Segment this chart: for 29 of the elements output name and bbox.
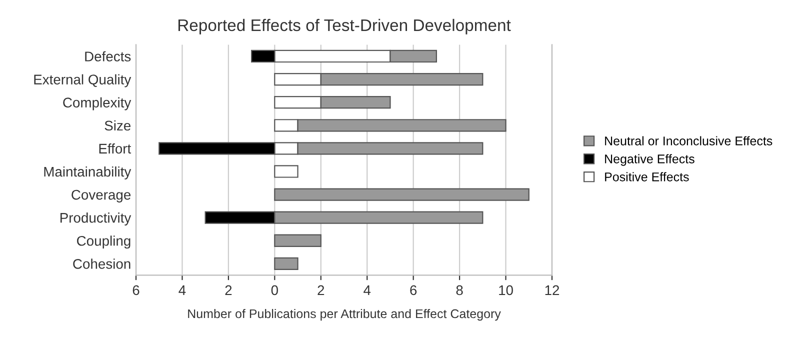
legend-label: Negative Effects (605, 154, 694, 166)
x-tick-label: 10 (499, 285, 513, 296)
y-tick-label: External Quality (34, 74, 132, 88)
y-tick-label: Coverage (72, 190, 131, 202)
bar (274, 165, 298, 178)
y-tick-label: Size (104, 120, 131, 131)
chart-title: Reported Effects of Test-Driven Development (178, 18, 511, 34)
legend-label: Neutral or Inconclusive Effects (605, 136, 772, 146)
y-tick-label: Cohesion (73, 258, 130, 269)
bar (274, 257, 298, 270)
x-tick-label: 12 (545, 285, 560, 295)
y-tick-label: Productivity (60, 212, 132, 226)
y-tick-label: Defects (85, 51, 131, 62)
x-tick-label: 2 (318, 285, 324, 295)
x-tick-label: 6 (410, 285, 417, 296)
bar (274, 188, 530, 201)
x-tick-label: 4 (178, 285, 186, 295)
y-tick-label: Effort (99, 143, 132, 154)
x-axis-title: Number of Publications per Attribute and Effect Category (188, 308, 501, 321)
y-tick-label: Coupling (77, 236, 130, 249)
x-tick-label: 0 (271, 285, 278, 296)
bar (274, 234, 322, 247)
y-tick-label: Complexity (63, 97, 132, 110)
x-tick-label: 4 (364, 285, 371, 295)
y-tick-label: Maintainability (44, 166, 132, 180)
x-tick-label: 6 (132, 285, 140, 296)
x-tick-label: 8 (456, 285, 463, 296)
x-tick-label: 2 (225, 285, 232, 295)
legend-label: Positive Effects (605, 172, 689, 182)
